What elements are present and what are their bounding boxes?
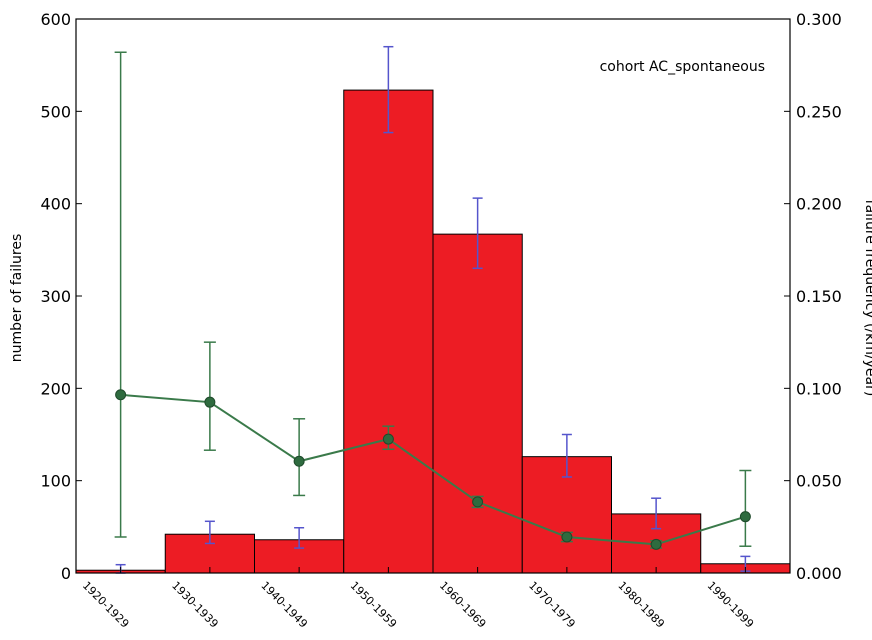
- x-tick-label: 1980-1989: [615, 579, 667, 631]
- y-axis-right-title: failure frequency (/km/year): [862, 200, 872, 397]
- frequency-point: [382, 433, 394, 445]
- line-series-layer: [114, 51, 752, 550]
- x-tick-label: 1990-1999: [705, 579, 757, 631]
- frequency-point: [650, 538, 662, 550]
- x-tick-label: 1940-1949: [258, 579, 310, 631]
- y-axis-left-title: number of failures: [9, 234, 25, 363]
- y-left-tick-label: 600: [40, 10, 71, 29]
- frequency-line: [120, 393, 746, 546]
- x-tick-label: 1960-1969: [437, 579, 489, 631]
- y-left-tick-label: 0: [61, 564, 71, 583]
- x-tick-label: 1970-1979: [526, 579, 578, 631]
- frequency-point: [115, 389, 127, 401]
- y-right-tick-label: 0.150: [796, 287, 842, 306]
- y-right-tick-label: 0.100: [796, 379, 842, 398]
- y-left-tick-label: 300: [40, 287, 71, 306]
- chart-annotation: cohort AC_spontaneous: [600, 59, 765, 75]
- y-right-tick-label: 0.300: [796, 10, 842, 29]
- frequency-point: [204, 396, 216, 408]
- frequency-point: [739, 511, 751, 523]
- frequency-point: [293, 455, 305, 467]
- y-left-tick-label: 100: [40, 472, 71, 491]
- y-left-tick-label: 400: [40, 195, 71, 214]
- y-right-tick-label: 0.000: [796, 564, 842, 583]
- x-tick-label: 1930-1939: [169, 579, 221, 631]
- frequency-point: [561, 531, 573, 543]
- x-tick-label: 1950-1959: [348, 579, 400, 631]
- bar: [343, 89, 434, 574]
- y-right-tick-label: 0.250: [796, 102, 842, 121]
- y-left-tick-label: 500: [40, 102, 71, 121]
- y-right-tick-label: 0.050: [796, 472, 842, 491]
- y-right-tick-label: 0.200: [796, 195, 842, 214]
- x-tick-label: 1920-1929: [80, 579, 132, 631]
- bars-layer: [75, 89, 791, 574]
- bar: [432, 233, 523, 574]
- y-left-tick-label: 200: [40, 379, 71, 398]
- frequency-point: [472, 496, 484, 508]
